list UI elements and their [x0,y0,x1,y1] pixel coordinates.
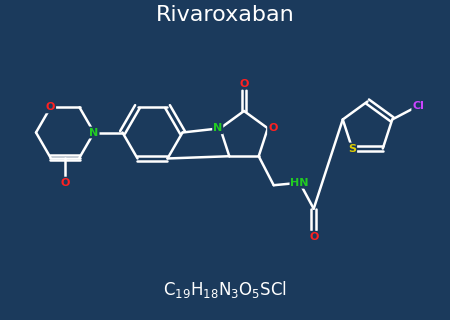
Text: $\mathregular{C_{19}H_{18}N_3O_5SCl}$: $\mathregular{C_{19}H_{18}N_3O_5SCl}$ [163,278,287,300]
Text: N: N [90,127,99,138]
Text: N: N [213,123,222,133]
Text: HN: HN [290,178,309,188]
Text: Cl: Cl [412,101,424,111]
Text: Rivaroxaban: Rivaroxaban [156,5,294,25]
Text: O: O [60,178,70,188]
Text: O: O [46,102,55,112]
Text: O: O [309,232,319,242]
Text: O: O [239,78,249,89]
Text: O: O [268,123,278,133]
Text: S: S [348,144,356,154]
